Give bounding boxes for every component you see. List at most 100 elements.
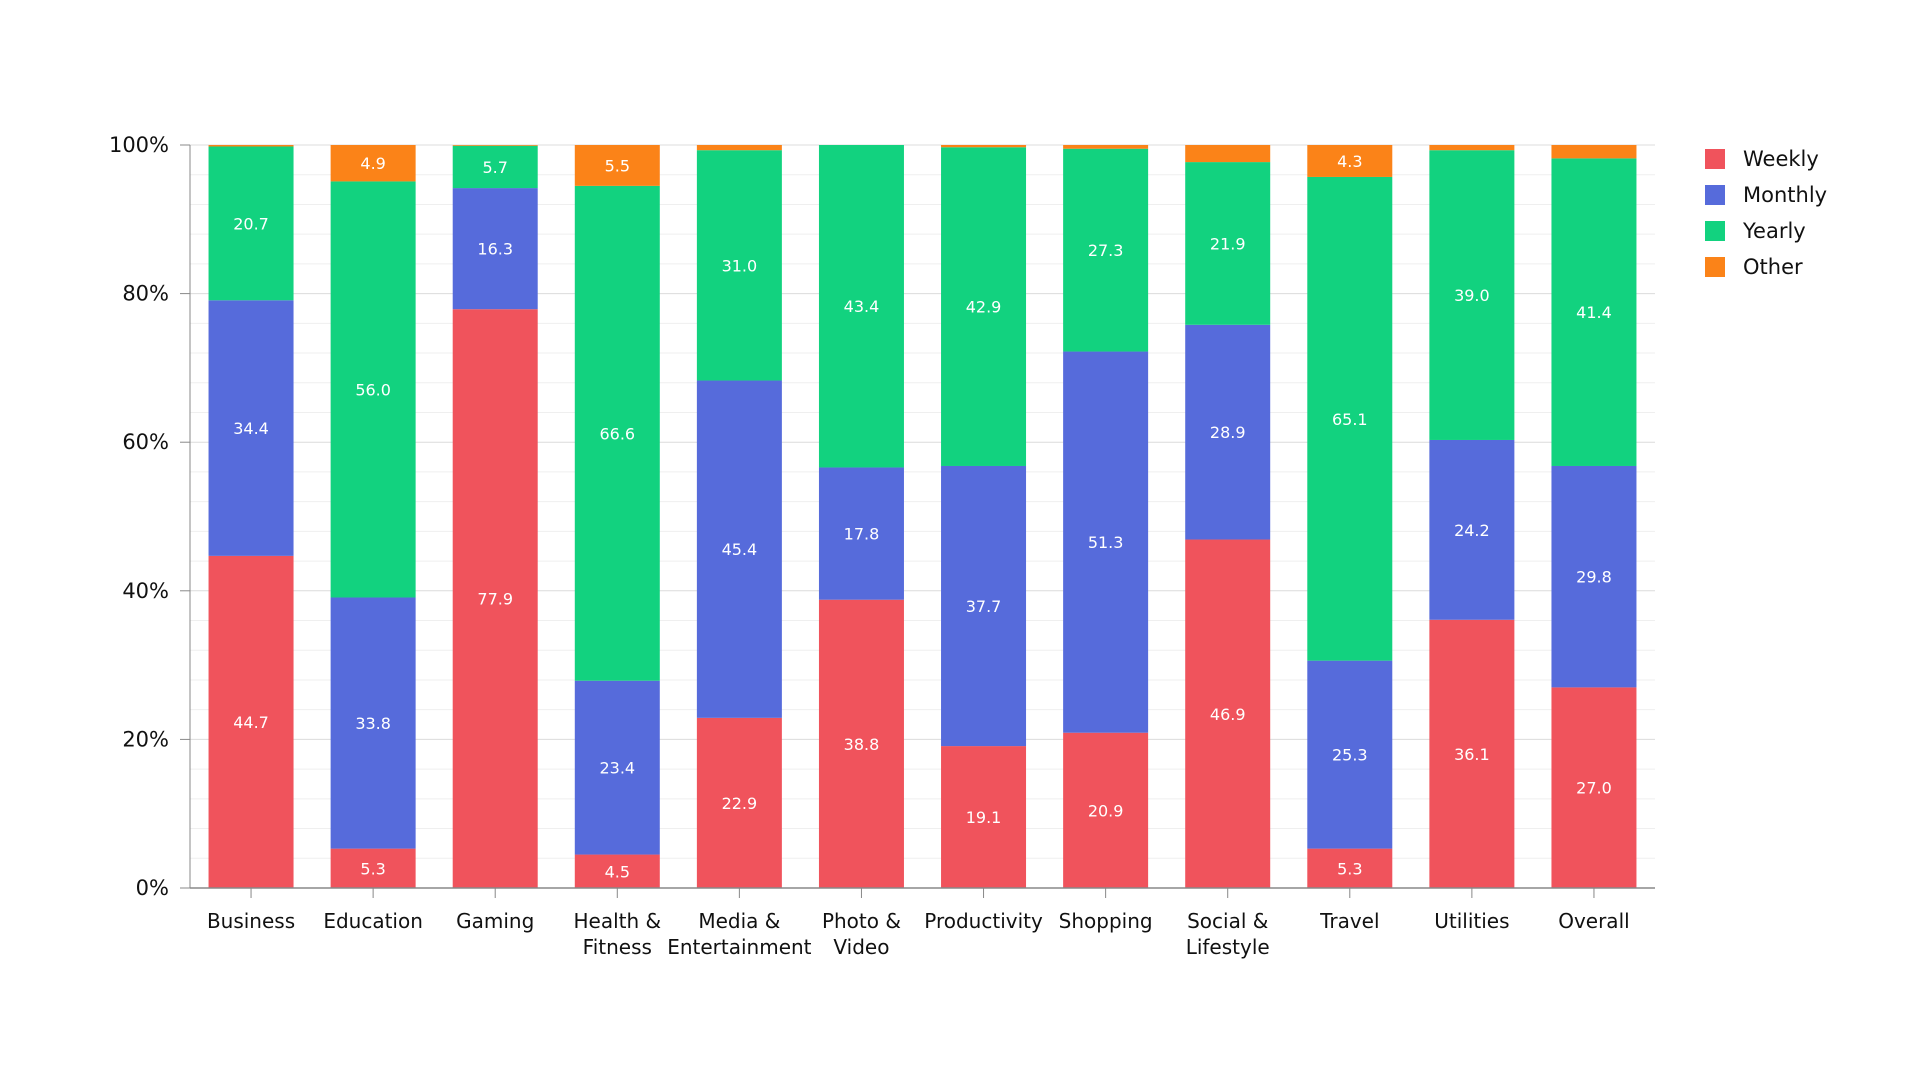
bar-health-and-fitness-monthly bbox=[574, 680, 660, 855]
x-tick-label-line: Gaming bbox=[456, 909, 534, 933]
data-label-utilities-monthly: 24.2 bbox=[1454, 521, 1490, 540]
bar-social-and-lifestyle-monthly bbox=[1185, 324, 1271, 540]
bar-shopping-weekly bbox=[1063, 732, 1149, 888]
x-tick-label-business: Business bbox=[207, 909, 295, 933]
bar-education-weekly bbox=[330, 848, 416, 888]
y-tick-label: 80% bbox=[122, 282, 169, 306]
y-tick-label: 40% bbox=[122, 579, 169, 603]
y-tick-label: 20% bbox=[122, 727, 169, 751]
data-label-education-yearly: 56.0 bbox=[355, 380, 391, 399]
x-tick-label-line: Social & bbox=[1187, 909, 1268, 933]
data-label-media-and-entertainment-monthly: 45.4 bbox=[722, 540, 758, 559]
data-label-productivity-weekly: 19.1 bbox=[966, 808, 1002, 827]
data-label-shopping-weekly: 20.9 bbox=[1088, 801, 1124, 820]
data-label-overall-yearly: 41.4 bbox=[1576, 303, 1612, 322]
data-label-media-and-entertainment-yearly: 31.0 bbox=[722, 256, 758, 275]
bar-media-and-entertainment-monthly bbox=[696, 380, 782, 718]
data-label-media-and-entertainment-weekly: 22.9 bbox=[722, 794, 758, 813]
bar-health-and-fitness-yearly bbox=[574, 185, 660, 681]
bar-business-other bbox=[208, 145, 294, 147]
bar-overall-yearly bbox=[1551, 158, 1637, 466]
x-tick-label-line: Travel bbox=[1319, 909, 1379, 933]
data-label-shopping-monthly: 51.3 bbox=[1088, 533, 1124, 552]
x-tick-label-line: Utilities bbox=[1434, 909, 1509, 933]
data-label-overall-weekly: 27.0 bbox=[1576, 779, 1612, 798]
bar-business-weekly bbox=[208, 555, 294, 888]
data-label-productivity-monthly: 37.7 bbox=[966, 597, 1002, 616]
bar-gaming-yearly bbox=[452, 145, 538, 189]
data-label-gaming-weekly: 77.9 bbox=[477, 590, 513, 609]
legend-swatch-yearly bbox=[1705, 221, 1725, 241]
data-label-travel-yearly: 65.1 bbox=[1332, 410, 1368, 429]
x-tick-label-line: Education bbox=[323, 909, 423, 933]
x-tick-label-travel: Travel bbox=[1319, 909, 1379, 933]
legend-swatch-monthly bbox=[1705, 185, 1725, 205]
x-tick-label-line: Health & bbox=[573, 909, 661, 933]
x-tick-label-line: Business bbox=[207, 909, 295, 933]
bar-travel-monthly bbox=[1307, 660, 1393, 849]
x-tick-label-health-and-fitness: Health & Fitness bbox=[573, 909, 661, 959]
bar-shopping-yearly bbox=[1063, 148, 1149, 352]
legend-item-monthly: Monthly bbox=[1705, 177, 1827, 213]
data-label-utilities-yearly: 39.0 bbox=[1454, 286, 1490, 305]
bar-travel-other bbox=[1307, 145, 1393, 177]
x-tick-label-productivity: Productivity bbox=[924, 909, 1043, 933]
legend: Weekly Monthly Yearly Other bbox=[1705, 141, 1827, 285]
bar-gaming-monthly bbox=[452, 188, 538, 310]
data-label-travel-weekly: 5.3 bbox=[1337, 859, 1362, 878]
bar-overall-monthly bbox=[1551, 465, 1637, 688]
data-label-social-and-lifestyle-monthly: 28.9 bbox=[1210, 423, 1246, 442]
bar-photo-and-video-weekly bbox=[818, 599, 904, 888]
bar-social-and-lifestyle-weekly bbox=[1185, 539, 1271, 888]
bar-health-and-fitness-other bbox=[574, 145, 660, 186]
bar-media-and-entertainment-yearly bbox=[696, 150, 782, 381]
data-label-travel-other: 4.3 bbox=[1337, 152, 1362, 171]
x-tick-label-shopping: Shopping bbox=[1059, 909, 1153, 933]
data-label-utilities-weekly: 36.1 bbox=[1454, 745, 1490, 764]
data-label-business-monthly: 34.4 bbox=[233, 419, 269, 438]
x-tick-label-line: Media & bbox=[698, 909, 780, 933]
bar-shopping-monthly bbox=[1063, 351, 1149, 733]
bar-utilities-weekly bbox=[1429, 619, 1515, 888]
data-label-education-other: 4.9 bbox=[360, 154, 385, 173]
data-label-business-yearly: 20.7 bbox=[233, 214, 269, 233]
bar-gaming-weekly bbox=[452, 309, 538, 888]
legend-label-monthly: Monthly bbox=[1743, 183, 1828, 207]
bar-social-and-lifestyle-other bbox=[1185, 145, 1271, 163]
bar-overall-weekly bbox=[1551, 687, 1637, 888]
data-label-gaming-yearly: 5.7 bbox=[482, 158, 507, 177]
bar-travel-weekly bbox=[1307, 848, 1393, 888]
bar-photo-and-video-yearly bbox=[818, 145, 904, 468]
data-label-travel-monthly: 25.3 bbox=[1332, 746, 1368, 765]
x-tick-label-line: Lifestyle bbox=[1186, 935, 1270, 959]
data-label-shopping-yearly: 27.3 bbox=[1088, 241, 1124, 260]
bar-gaming-other bbox=[452, 145, 538, 146]
x-tick-label-line: Entertainment bbox=[667, 935, 811, 959]
bar-productivity-weekly bbox=[941, 746, 1027, 888]
data-label-health-and-fitness-monthly: 23.4 bbox=[599, 759, 635, 778]
bar-media-and-entertainment-other bbox=[696, 145, 782, 151]
bar-education-yearly bbox=[330, 181, 416, 598]
bar-health-and-fitness-weekly bbox=[574, 854, 660, 888]
y-tick-label: 100% bbox=[109, 133, 169, 157]
legend-swatch-other bbox=[1705, 257, 1725, 277]
data-label-photo-and-video-yearly: 43.4 bbox=[844, 297, 880, 316]
bar-business-yearly bbox=[208, 146, 294, 301]
bar-business-monthly bbox=[208, 300, 294, 556]
data-label-photo-and-video-weekly: 38.8 bbox=[844, 735, 880, 754]
legend-label-other: Other bbox=[1743, 255, 1803, 279]
x-tick-label-line: Video bbox=[833, 935, 889, 959]
bar-travel-yearly bbox=[1307, 176, 1393, 661]
legend-label-weekly: Weekly bbox=[1743, 147, 1819, 171]
bar-shopping-other bbox=[1063, 145, 1149, 149]
data-label-business-weekly: 44.7 bbox=[233, 713, 269, 732]
data-label-health-and-fitness-other: 5.5 bbox=[605, 156, 630, 175]
bar-utilities-monthly bbox=[1429, 439, 1515, 620]
x-tick-label-overall: Overall bbox=[1558, 909, 1629, 933]
legend-swatch-weekly bbox=[1705, 149, 1725, 169]
legend-item-yearly: Yearly bbox=[1705, 213, 1827, 249]
x-tick-label-line: Shopping bbox=[1059, 909, 1153, 933]
x-tick-label-line: Overall bbox=[1558, 909, 1629, 933]
x-tick-label-line: Fitness bbox=[583, 935, 652, 959]
